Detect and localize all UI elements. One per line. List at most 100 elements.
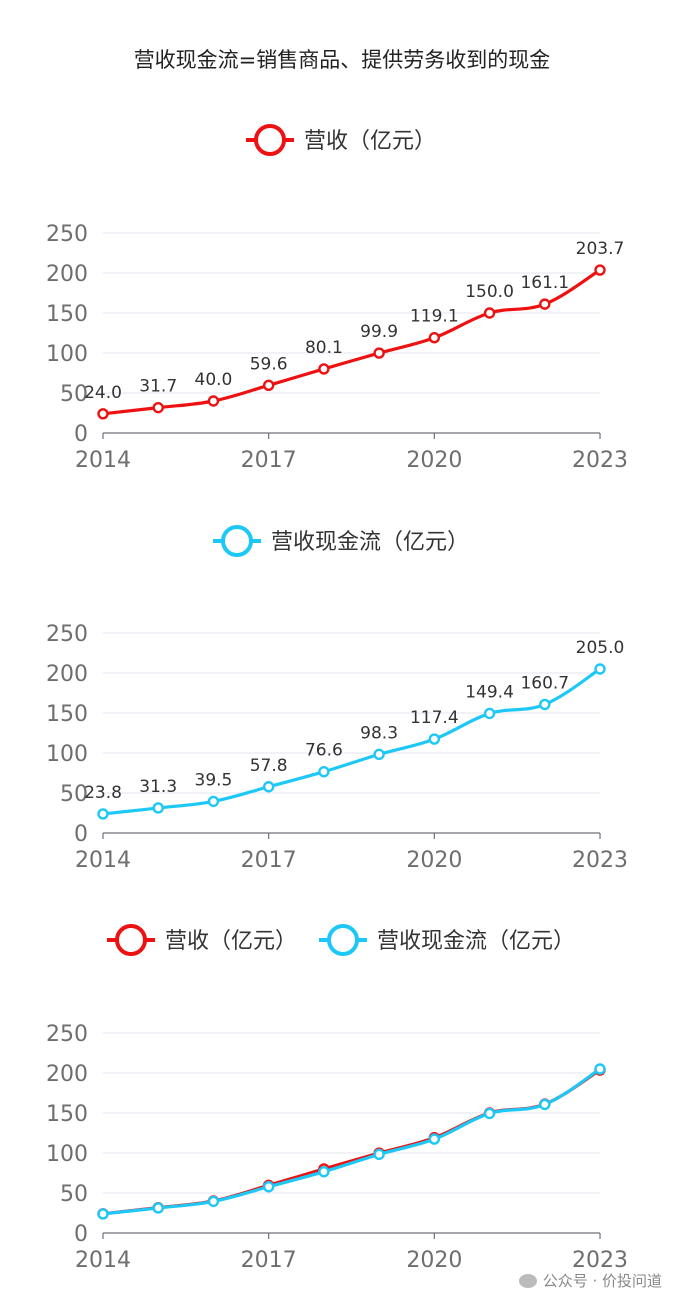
data-label: 31.3 xyxy=(139,777,177,797)
data-point xyxy=(97,1208,109,1220)
data-point xyxy=(318,1166,330,1178)
watermark: 公众号 · 价投问道 xyxy=(518,1270,662,1291)
data-point xyxy=(373,1148,385,1161)
y-tick-label: 0 xyxy=(74,1222,88,1247)
legend-marker-icon xyxy=(221,525,253,557)
y-tick-label: 250 xyxy=(46,1022,88,1047)
x-tick-label: 2023 xyxy=(572,1248,628,1273)
data-point xyxy=(483,307,496,319)
legend-label: 营收现金流（亿元） xyxy=(271,530,469,555)
data-point xyxy=(152,802,164,814)
page-title: 营收现金流=销售商品、提供劳务收到的现金 xyxy=(133,48,551,72)
data-point xyxy=(207,795,220,808)
data-label: 160.7 xyxy=(520,673,569,693)
data-label: 40.0 xyxy=(195,370,233,390)
data-point xyxy=(97,808,109,820)
watermark-text: 公众号 · 价投问道 xyxy=(542,1272,662,1290)
x-tick-label: 2020 xyxy=(406,848,462,873)
legend-item: 营收（亿元） xyxy=(246,124,436,156)
data-point xyxy=(318,766,330,778)
data-label: 57.8 xyxy=(250,756,288,776)
wechat-icon xyxy=(518,1274,537,1288)
data-point xyxy=(428,332,441,344)
legend-marker-icon xyxy=(115,924,147,956)
data-label: 39.5 xyxy=(195,770,233,790)
y-tick-label: 50 xyxy=(60,1182,88,1207)
legend-label: 营收（亿元） xyxy=(304,129,436,154)
chart-3: 营收（亿元） 营收现金流（亿元） 0 50 100 150 200 250 2014 2017 20… xyxy=(46,924,628,1273)
chart-2: 营收现金流（亿元） 0 50 100 150 200 250 2014 2017 2020 2023… xyxy=(46,525,628,873)
y-tick-label: 50 xyxy=(60,382,88,407)
data-label: 76.6 xyxy=(305,741,343,761)
series-line xyxy=(102,1067,601,1216)
data-point xyxy=(373,748,385,761)
data-point xyxy=(207,395,220,407)
series-line xyxy=(102,667,601,816)
x-tick-label: 2023 xyxy=(572,448,628,473)
data-point xyxy=(262,1181,275,1193)
data-label: 23.8 xyxy=(84,783,122,803)
legend-item: 营收（亿元） xyxy=(107,924,297,956)
series-line xyxy=(102,268,601,416)
legend-label: 营收现金流（亿元） xyxy=(377,929,575,954)
data-label: 119.1 xyxy=(410,307,459,327)
y-tick-label: 150 xyxy=(46,302,88,327)
data-point xyxy=(97,408,109,420)
x-tick-label: 2023 xyxy=(572,848,628,873)
data-label: 59.6 xyxy=(250,354,288,374)
y-tick-label: 50 xyxy=(60,782,88,807)
x-tick-label: 2017 xyxy=(241,448,297,473)
x-tick-label: 2014 xyxy=(75,448,131,473)
data-point xyxy=(428,733,441,745)
series-line xyxy=(102,1068,601,1216)
data-point xyxy=(539,1098,551,1111)
x-tick-label: 2014 xyxy=(75,848,131,873)
data-label: 24.0 xyxy=(84,383,122,403)
data-point xyxy=(207,1195,220,1208)
legend-marker-icon xyxy=(327,924,359,956)
data-label: 31.7 xyxy=(139,377,177,397)
data-label: 117.4 xyxy=(410,708,459,728)
y-tick-label: 200 xyxy=(46,1062,88,1087)
legend-item: 营收现金流（亿元） xyxy=(213,525,469,557)
y-tick-label: 0 xyxy=(74,822,88,847)
x-tick-label: 2020 xyxy=(406,1248,462,1273)
x-tick-label: 2014 xyxy=(75,1248,131,1273)
y-tick-label: 150 xyxy=(46,702,88,727)
x-tick-label: 2020 xyxy=(406,448,462,473)
data-label: 98.3 xyxy=(360,723,398,743)
legend-marker-icon xyxy=(254,124,286,156)
data-point xyxy=(428,1133,441,1145)
legend-item: 营收现金流（亿元） xyxy=(319,924,575,956)
y-tick-label: 250 xyxy=(46,622,88,647)
data-point xyxy=(539,698,551,711)
y-tick-label: 150 xyxy=(46,1102,88,1127)
x-tick-label: 2017 xyxy=(241,848,297,873)
data-point xyxy=(483,1107,496,1120)
data-point xyxy=(262,379,275,392)
data-point xyxy=(373,347,385,359)
data-label: 150.0 xyxy=(465,282,514,302)
data-point xyxy=(539,298,551,310)
data-point xyxy=(483,707,496,720)
chart-1: 营收（亿元） 0 50 100 150 200 250 2014 2017 2020 2023 24.… xyxy=(46,124,628,473)
y-tick-label: 100 xyxy=(46,342,88,367)
y-tick-label: 250 xyxy=(46,222,88,247)
data-point xyxy=(594,663,606,675)
data-label: 205.0 xyxy=(576,638,625,658)
y-tick-label: 200 xyxy=(46,262,88,287)
data-point xyxy=(594,264,606,276)
data-label: 203.7 xyxy=(576,239,625,259)
data-label: 149.4 xyxy=(465,682,514,702)
data-point xyxy=(262,781,275,793)
x-tick-label: 2017 xyxy=(241,1248,297,1273)
data-point xyxy=(152,401,164,414)
legend-label: 营收（亿元） xyxy=(165,929,297,954)
y-tick-label: 100 xyxy=(46,742,88,767)
data-label: 99.9 xyxy=(360,322,398,342)
y-tick-label: 200 xyxy=(46,662,88,687)
y-tick-label: 100 xyxy=(46,1142,88,1167)
data-label: 80.1 xyxy=(305,338,343,358)
data-point xyxy=(594,1063,606,1075)
